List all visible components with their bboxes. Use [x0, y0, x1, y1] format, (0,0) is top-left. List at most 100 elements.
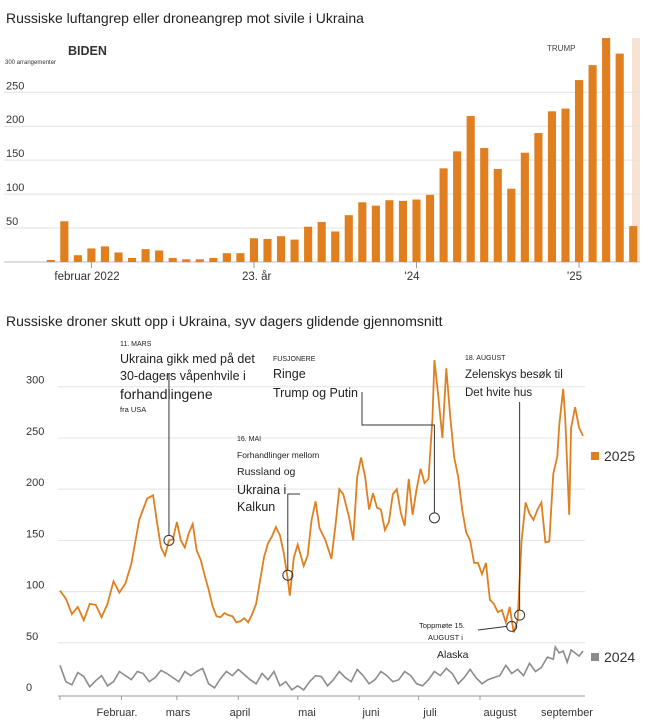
bar [236, 253, 245, 262]
y-unit-note: 300 arrangementer [5, 60, 56, 66]
bar [87, 248, 96, 262]
chart2-title: Russiske droner skutt opp i Ukraina, syv… [6, 313, 443, 329]
bar [507, 188, 516, 262]
annotation-text: Det hvite hus [465, 387, 532, 399]
bar [493, 169, 502, 262]
bar [466, 116, 475, 262]
annotation-leader [361, 392, 435, 513]
annotation-date: 18. AUGUST [465, 355, 506, 362]
y-tick-label: 200 [26, 477, 44, 489]
biden-period-label: BIDEN [68, 44, 107, 58]
bar [114, 252, 123, 262]
y-tick-label: 300 [26, 375, 44, 387]
bar-chart-x-labels: februar 2022 23. år '24 '25 [54, 262, 582, 283]
annotation-text: AUGUST i [428, 633, 463, 642]
y-tick-label: 100 [26, 580, 44, 592]
annotation-date: FUSJONERE [273, 356, 316, 363]
y-tick-label: 100 [6, 182, 24, 194]
bar [73, 255, 82, 262]
bar [46, 259, 55, 262]
bar-series [46, 38, 638, 263]
bar [168, 257, 177, 262]
bar [209, 257, 218, 262]
bar [385, 200, 394, 262]
annotation-text: 30-dagers våpenhvile i [120, 369, 246, 383]
bar [331, 231, 340, 262]
annotation-marker-may [282, 569, 294, 581]
annotation-date: 11. MARS [120, 341, 152, 348]
bar [615, 53, 624, 262]
bar [263, 238, 272, 262]
bar [629, 226, 638, 262]
trump-period-label: TRUMP [547, 44, 575, 53]
x-tick-label: juli [422, 707, 436, 719]
bar [547, 111, 557, 263]
line-chart-gridlines [58, 386, 585, 697]
bar [127, 257, 137, 262]
bar [60, 221, 69, 262]
bar [317, 221, 326, 262]
bar [155, 250, 164, 262]
x-tick-label: mars [166, 707, 191, 719]
annotation-text: Trump og Putin [273, 386, 358, 400]
x-tick-label: april [230, 707, 251, 719]
annotation-text: Russland og [237, 466, 296, 478]
bar-chart-y-ticks: 50 100 150 200 250 [6, 80, 24, 228]
bar [520, 152, 529, 262]
bar [398, 200, 408, 262]
line-chart-x-ticks: Februar. mars april mai juni juli august septem… [59, 696, 593, 719]
bar [574, 80, 584, 263]
annotations: 11. MARS Ukraina gikk med på det 30-dagers… [120, 341, 563, 661]
annotation-text: Toppmøte 15. [419, 621, 465, 630]
y-tick-label: 150 [26, 528, 44, 540]
y-tick-label: 200 [6, 114, 24, 126]
bar [100, 246, 110, 262]
annotation-source: fra USA [120, 405, 146, 414]
y-tick-label: 150 [6, 148, 24, 160]
bar [534, 133, 543, 262]
x-tick-label: august [483, 707, 516, 719]
bar [371, 205, 380, 262]
bar [602, 38, 611, 262]
annotation-text: Ringe [273, 367, 306, 381]
annotation-text: Zelenskys besøk til [465, 369, 563, 381]
annotation-text: Ukraina i [237, 483, 286, 497]
x-tick-label: Februar. [97, 707, 138, 719]
x-tick-label: '24 [405, 271, 421, 283]
y-tick-label: 250 [6, 80, 24, 92]
annotation-text: Forhandlinger mellom [237, 450, 319, 460]
annotation-text: Ukraina gikk med på det [120, 352, 255, 366]
y-tick-label: 0 [26, 682, 32, 694]
bar [453, 151, 462, 262]
bar [222, 253, 231, 262]
line-chart-y-ticks: 0 50 100 150 200 250 300 [26, 375, 44, 694]
bar [561, 108, 570, 263]
x-tick-label: '25 [567, 271, 582, 283]
bar [141, 249, 150, 262]
bar [480, 147, 489, 262]
annotation-marker-aug15 [506, 620, 518, 632]
bar [439, 168, 448, 262]
trump-period-shading [632, 38, 640, 262]
strikes-bar-chart: BIDEN TRUMP 300 arrangementer 50 100 150 20… [4, 38, 640, 283]
line-chart-legend: 2025 2024 [591, 448, 635, 665]
series-line-2025 [59, 360, 584, 633]
annotation-marker-march [163, 534, 175, 546]
annotation-text: Alaska [437, 649, 469, 661]
bar [304, 226, 313, 262]
bar [182, 259, 191, 262]
bar [358, 202, 367, 262]
bar [588, 65, 597, 262]
x-tick-label: juni [361, 707, 379, 719]
annotation-marker-aug18 [514, 609, 526, 621]
bar [290, 239, 299, 262]
bar [276, 236, 286, 262]
y-tick-label: 250 [26, 426, 44, 438]
x-tick-label: 23. år [242, 271, 272, 283]
legend-label: 2025 [604, 448, 635, 464]
legend-swatch [591, 653, 599, 661]
bar [249, 238, 259, 262]
bar [412, 199, 421, 262]
annotation-text: Kalkun [237, 500, 275, 514]
